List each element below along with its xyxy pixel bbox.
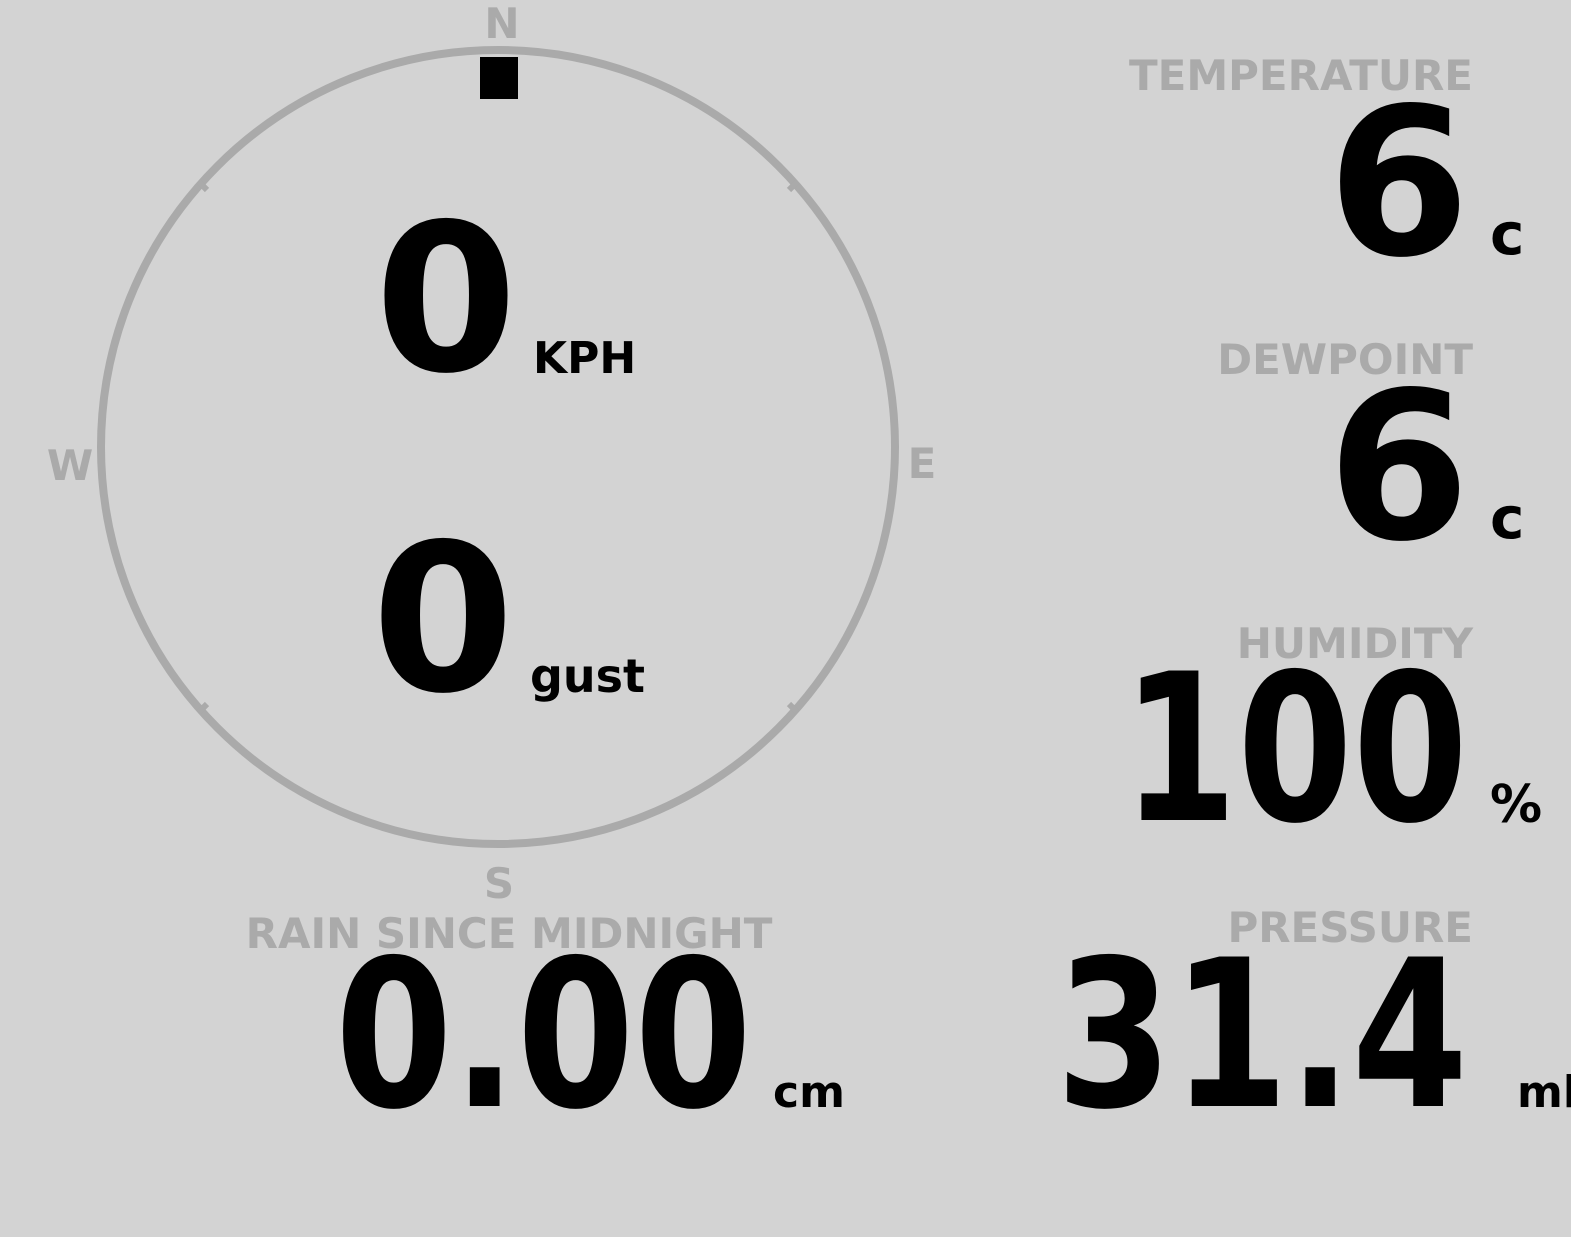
wind-gust-unit: gust: [530, 649, 645, 703]
pressure-unit: mb: [1517, 1067, 1571, 1118]
compass-north: N: [484, 0, 519, 48]
temperature-label: TEMPERATURE: [1129, 51, 1473, 100]
temperature-value: 6: [1327, 65, 1470, 303]
pressure-value: 31.4: [1056, 917, 1468, 1155]
humidity-unit: %: [1490, 775, 1542, 835]
compass-ticks: [196, 179, 800, 715]
humidity-label: HUMIDITY: [1237, 619, 1474, 668]
wind-speed: 0: [375, 181, 518, 419]
compass-west: W: [47, 441, 93, 490]
compass-east: E: [908, 439, 937, 488]
compass-ring: [97, 46, 899, 848]
wind-direction-marker: [480, 57, 518, 99]
wind-speed-unit: KPH: [533, 333, 636, 384]
rain-value: 0.00: [335, 917, 752, 1155]
compass: N E S W: [47, 0, 937, 908]
dewpoint-label: DEWPOINT: [1217, 335, 1473, 384]
rain-label: RAIN SINCE MIDNIGHT: [246, 909, 773, 958]
temperature-unit: c: [1490, 200, 1524, 268]
dewpoint-unit: c: [1490, 484, 1524, 552]
dewpoint-value: 6: [1327, 349, 1470, 587]
rain-unit: cm: [773, 1067, 845, 1118]
pressure-label: PRESSURE: [1227, 903, 1473, 952]
humidity-value: 100: [1122, 631, 1468, 869]
wind-gust: 0: [372, 501, 515, 739]
compass-south: S: [484, 859, 514, 908]
